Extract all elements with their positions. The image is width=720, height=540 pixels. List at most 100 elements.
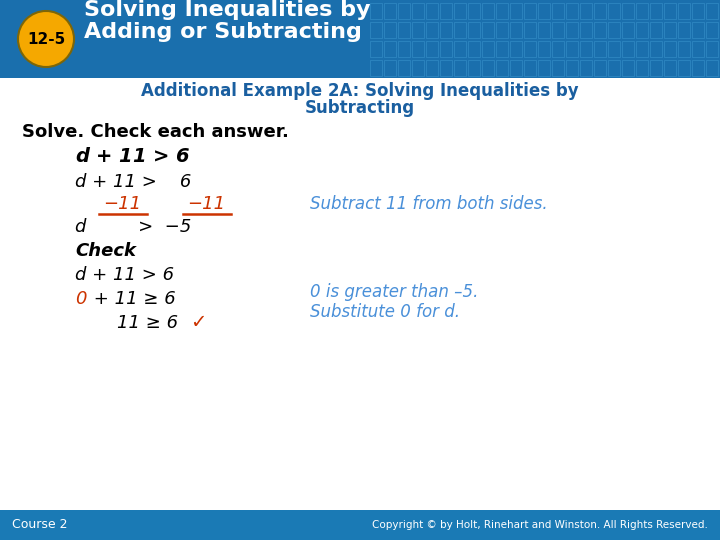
Bar [440,60,452,76]
Bar [580,22,592,38]
Bar [524,60,536,76]
Bar [566,41,578,57]
Bar [594,41,606,57]
Bar [0,510,720,540]
Text: −11: −11 [187,195,225,213]
Bar [370,3,382,19]
Bar [664,60,676,76]
Bar [580,3,592,19]
Bar [650,41,662,57]
Bar [510,41,522,57]
Text: d + 11 > 6: d + 11 > 6 [75,266,174,284]
Bar [440,41,452,57]
Bar [636,3,648,19]
Bar [384,60,396,76]
Bar [678,60,690,76]
Text: 0 is greater than –5.: 0 is greater than –5. [310,283,478,301]
Bar [706,60,718,76]
Bar [412,22,424,38]
Bar [468,41,480,57]
Text: Solving Inequalities by: Solving Inequalities by [84,0,371,20]
Bar [454,60,466,76]
Bar [622,41,634,57]
Bar [426,41,438,57]
Bar [468,3,480,19]
Bar [496,22,508,38]
Text: Check: Check [75,242,136,260]
Text: 11 ≥ 6: 11 ≥ 6 [117,314,178,332]
Bar [524,3,536,19]
Bar [678,3,690,19]
Text: Adding or Subtracting: Adding or Subtracting [84,22,362,42]
Bar [538,41,550,57]
Bar [692,60,704,76]
Bar [440,22,452,38]
Bar [482,41,494,57]
Text: d         >  −5: d > −5 [75,218,192,236]
Bar [636,41,648,57]
Bar [678,22,690,38]
Bar [454,22,466,38]
Bar [468,22,480,38]
Text: Subtracting: Subtracting [305,99,415,117]
Bar [370,22,382,38]
Bar [496,41,508,57]
Bar [552,22,564,38]
Bar [510,60,522,76]
Bar [384,22,396,38]
Bar [566,22,578,38]
Bar [692,41,704,57]
Text: Solve. Check each answer.: Solve. Check each answer. [22,123,289,141]
Bar [426,22,438,38]
Bar [622,22,634,38]
Bar [706,41,718,57]
Bar [622,60,634,76]
Bar [552,60,564,76]
Bar [650,3,662,19]
Text: Additional Example 2A: Solving Inequalities by: Additional Example 2A: Solving Inequalit… [141,82,579,100]
Bar [384,3,396,19]
Bar [482,3,494,19]
Bar [664,22,676,38]
Bar [636,60,648,76]
Bar [566,3,578,19]
Text: 12-5: 12-5 [27,31,65,46]
Bar [538,22,550,38]
Bar [538,60,550,76]
Bar [412,41,424,57]
Bar [608,22,620,38]
Bar [594,3,606,19]
Bar [510,3,522,19]
Bar [398,22,410,38]
Bar [566,60,578,76]
Bar [636,22,648,38]
Bar [664,3,676,19]
Bar [692,22,704,38]
Bar [552,3,564,19]
Bar [608,60,620,76]
Bar [650,60,662,76]
Bar [706,22,718,38]
Bar [440,3,452,19]
Bar [426,3,438,19]
Text: $\bfit{d}$ + 11 > 6: $\bfit{d}$ + 11 > 6 [75,147,191,166]
Text: Course 2: Course 2 [12,518,68,531]
Text: Subtract 11 from both sides.: Subtract 11 from both sides. [310,195,548,213]
Bar [370,60,382,76]
Bar [468,60,480,76]
Bar [398,3,410,19]
Bar [650,22,662,38]
Bar [524,41,536,57]
Bar [594,60,606,76]
Bar [412,3,424,19]
Bar [510,22,522,38]
Bar [412,60,424,76]
Text: ✓: ✓ [190,314,207,333]
Bar [608,3,620,19]
Bar [482,60,494,76]
Bar [622,3,634,19]
Bar [706,3,718,19]
Text: 0: 0 [75,290,86,308]
Bar [524,22,536,38]
Bar [580,41,592,57]
